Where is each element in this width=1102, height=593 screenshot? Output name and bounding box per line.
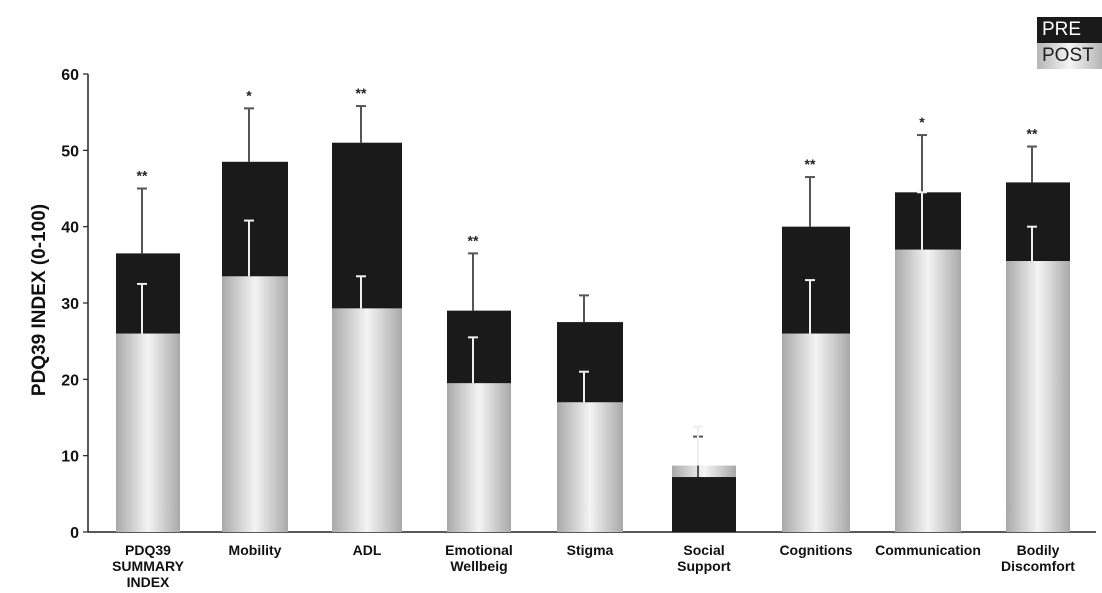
category-label: Emotional <box>445 542 513 558</box>
y-axis-label: PDQ39 INDEX (0-100) <box>29 204 50 396</box>
y-tick-label: 50 <box>61 143 79 160</box>
bar-post <box>116 333 180 532</box>
y-tick-label: 10 <box>61 449 79 466</box>
category-label: Communication <box>875 542 981 558</box>
bar-post <box>782 333 850 532</box>
significance-marker: ** <box>1027 126 1038 142</box>
bar-post <box>557 402 623 532</box>
y-tick-label: 30 <box>61 296 79 313</box>
bar-pre <box>672 477 736 532</box>
y-tick-label: 40 <box>61 220 79 237</box>
y-tick-label: 60 <box>61 67 79 84</box>
category-label: Social <box>683 542 724 558</box>
category-label: PDQ39 <box>125 542 171 558</box>
bar-post <box>1006 261 1070 532</box>
bar-post <box>895 249 961 533</box>
significance-marker: ** <box>468 232 479 248</box>
significance-marker: ** <box>137 168 148 184</box>
legend-item-post: POST <box>1037 43 1102 69</box>
y-tick-label: 0 <box>70 525 79 542</box>
category-label: INDEX <box>127 574 170 590</box>
category-label: ADL <box>353 542 382 558</box>
significance-marker: * <box>246 87 252 103</box>
category-label: Support <box>677 558 731 574</box>
category-label: Stigma <box>567 542 614 558</box>
category-label: Wellbeig <box>450 558 507 574</box>
significance-marker: ** <box>805 156 816 172</box>
legend: PRE POST <box>1037 17 1102 69</box>
category-label: Discomfort <box>1001 558 1075 574</box>
significance-marker: ** <box>356 85 367 101</box>
bar-post <box>222 276 288 532</box>
bar-post <box>447 383 511 532</box>
legend-item-pre: PRE <box>1037 17 1102 43</box>
category-label: SUMMARY <box>112 558 184 574</box>
bar-post <box>332 308 402 532</box>
category-label: Cognitions <box>779 542 852 558</box>
y-tick-label: 20 <box>61 372 79 389</box>
significance-marker: * <box>919 114 925 130</box>
category-label: Bodily <box>1017 542 1060 558</box>
bars: *** ********* <box>116 85 1070 533</box>
category-label: Mobility <box>229 542 282 558</box>
